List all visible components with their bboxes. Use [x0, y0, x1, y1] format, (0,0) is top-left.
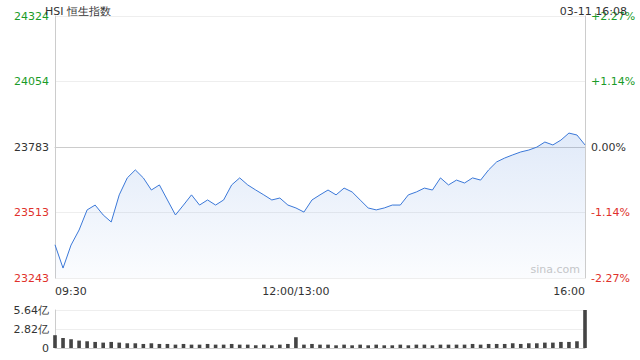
svg-text:2.82亿: 2.82亿 [14, 323, 50, 336]
svg-text:16:00: 16:00 [553, 285, 585, 298]
svg-text:+1.14%: +1.14% [591, 75, 635, 88]
svg-text:24324: 24324 [14, 10, 49, 23]
svg-text:0: 0 [42, 342, 49, 355]
svg-text:03-11 16:08: 03-11 16:08 [560, 5, 627, 18]
svg-text:09:30: 09:30 [55, 285, 87, 298]
svg-text:0.00%: 0.00% [591, 141, 626, 154]
svg-text:24054: 24054 [14, 75, 49, 88]
svg-text:5.64亿: 5.64亿 [14, 304, 50, 317]
svg-text:-1.14%: -1.14% [591, 206, 630, 219]
svg-text:23783: 23783 [14, 141, 49, 154]
svg-text:23243: 23243 [14, 272, 49, 285]
svg-text:-2.27%: -2.27% [591, 272, 630, 285]
svg-text:12:00/13:00: 12:00/13:00 [262, 285, 329, 298]
svg-text:23513: 23513 [14, 206, 49, 219]
svg-text:HSI 恒生指数: HSI 恒生指数 [45, 5, 111, 18]
